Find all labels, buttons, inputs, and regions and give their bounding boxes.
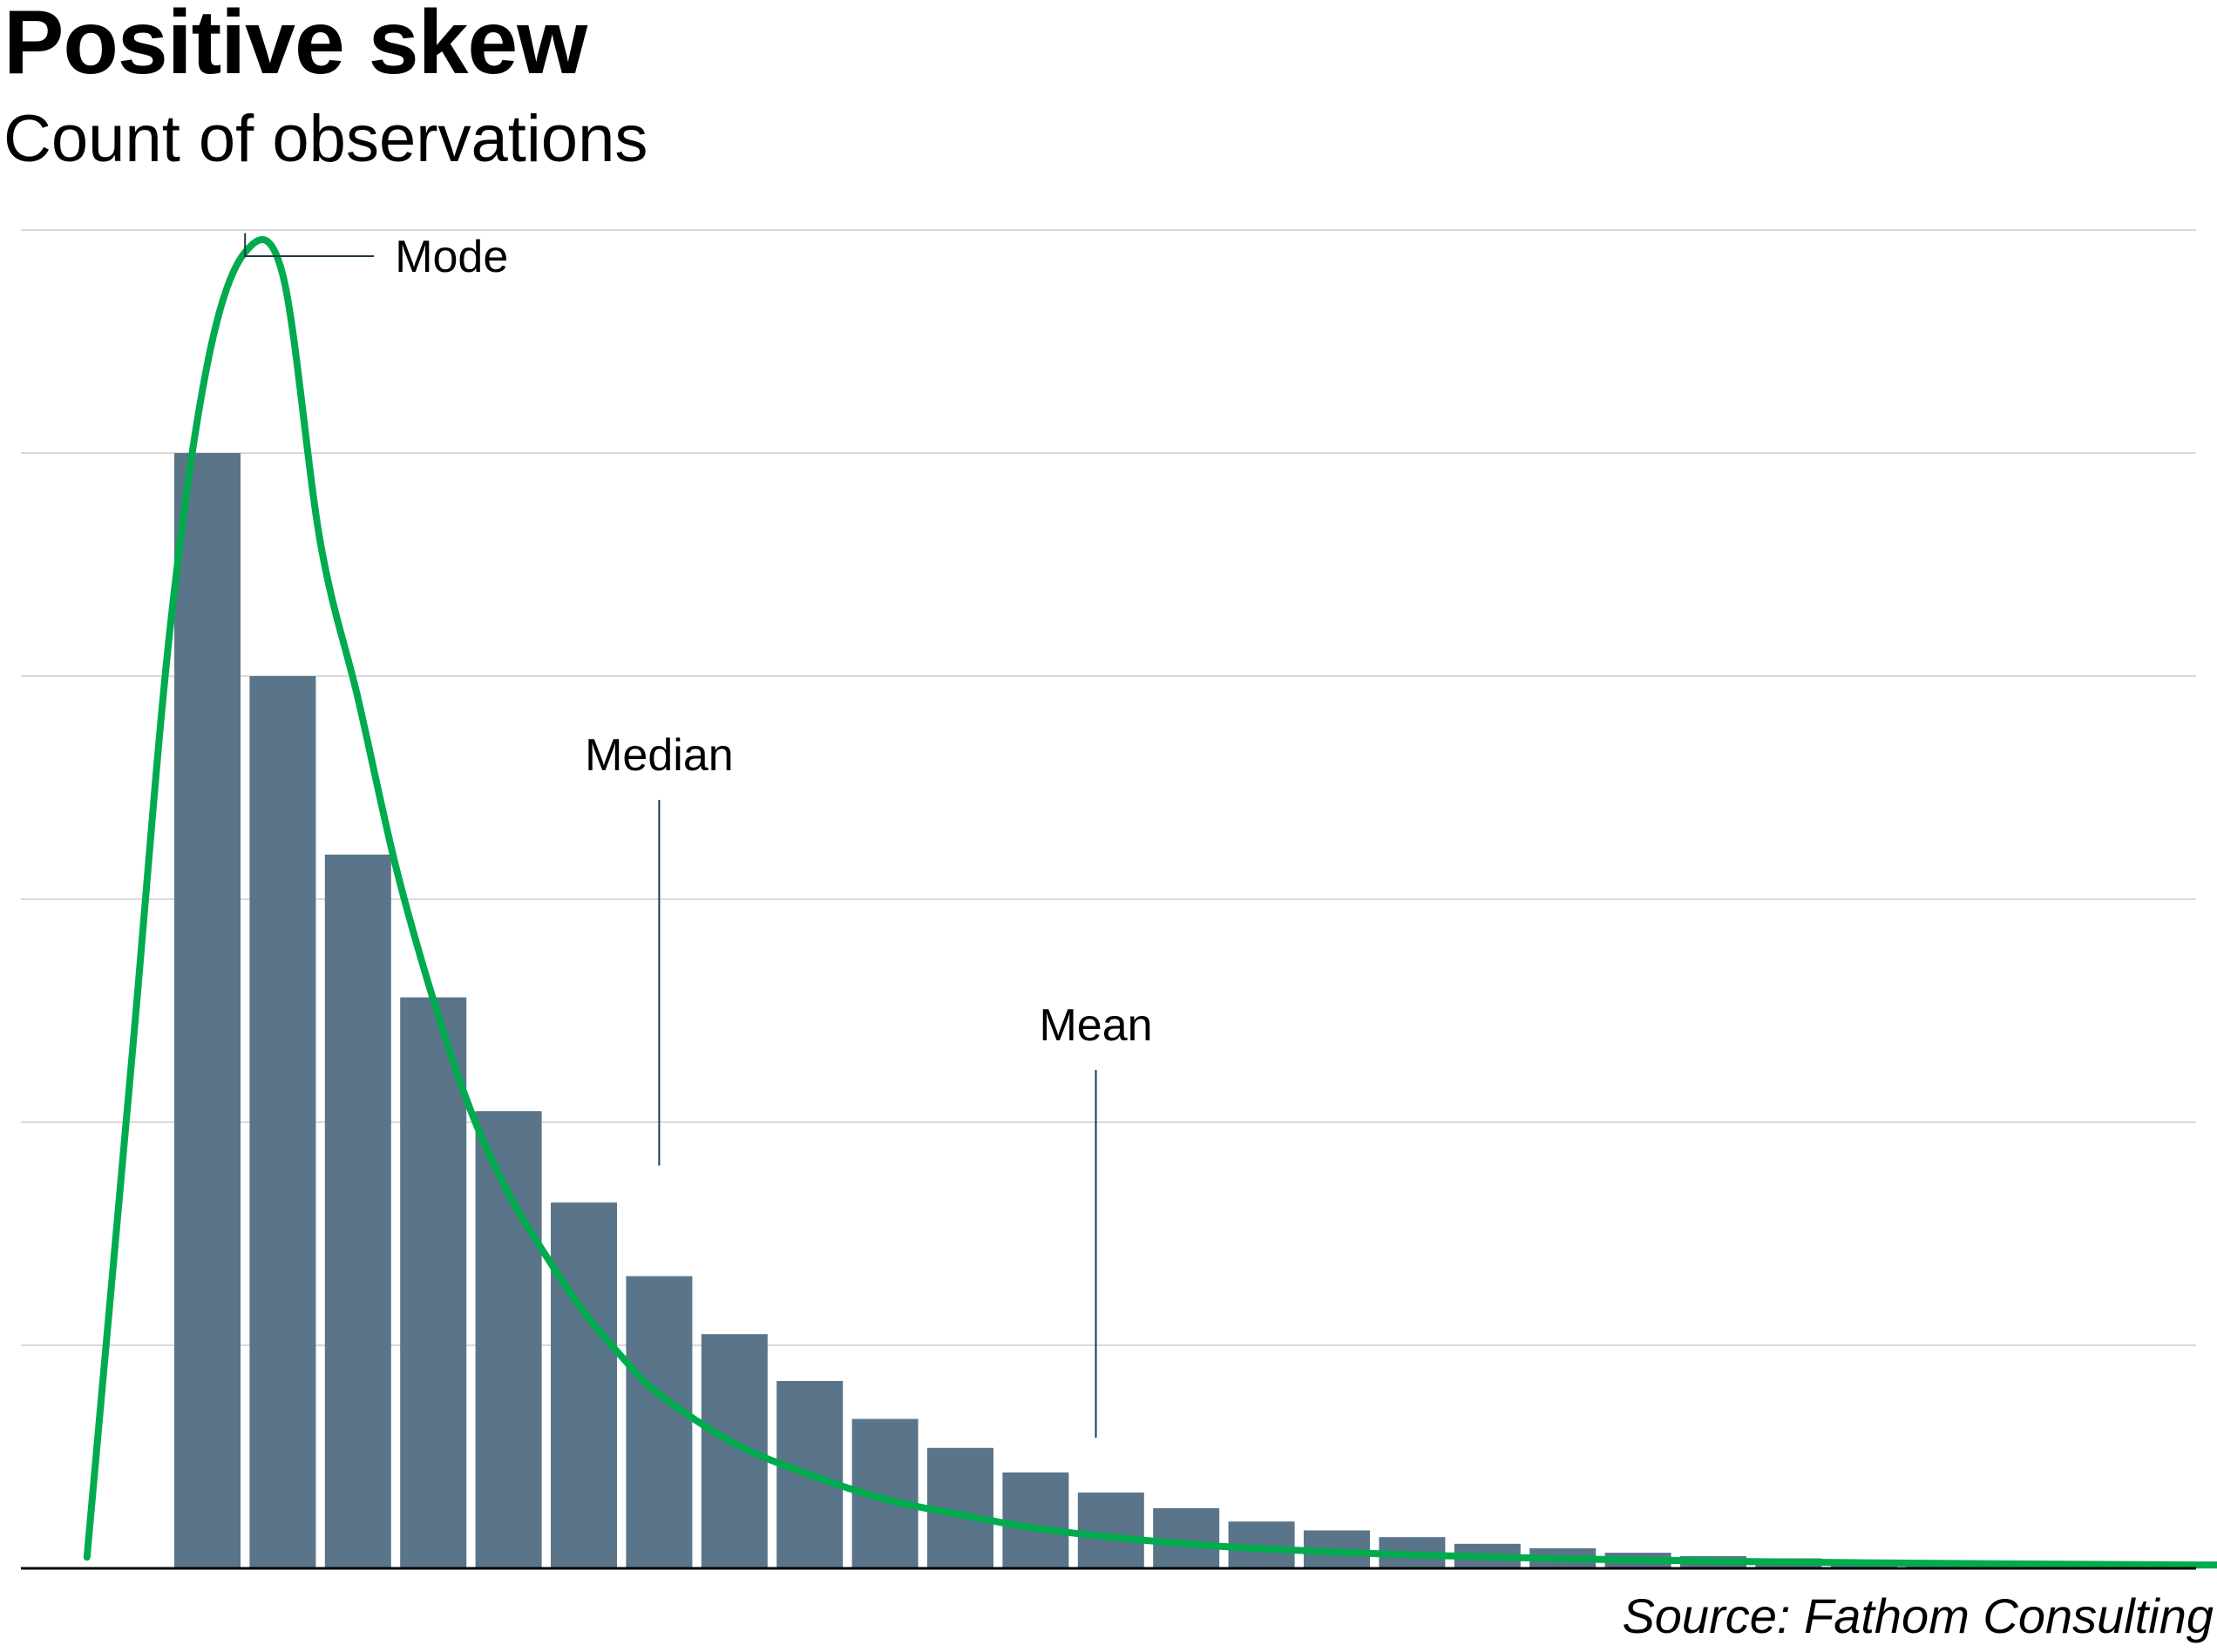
density-curve-layer [83, 236, 2217, 1569]
chart-title: Positive skew [3, 0, 587, 93]
bar [174, 453, 241, 1568]
bar [324, 854, 391, 1568]
annotations: Mode Median Mean [244, 232, 1153, 1438]
median-label: Median [585, 730, 734, 781]
chart-subtitle: Count of observations [3, 102, 648, 176]
bar [1077, 1492, 1144, 1568]
mode-leader [244, 233, 375, 257]
bars [174, 453, 2217, 1568]
mean-label: Mean [1039, 1000, 1152, 1051]
bar [1002, 1472, 1069, 1568]
bar [249, 676, 316, 1568]
bar [475, 1111, 542, 1568]
bar [400, 997, 467, 1568]
bar [551, 1202, 617, 1568]
mode-label: Mode [395, 232, 508, 282]
density-curve [83, 236, 2217, 1569]
source-note: Source: Fathom Consulting [1622, 1588, 2214, 1643]
bar [1153, 1507, 1220, 1568]
bar [626, 1276, 693, 1568]
